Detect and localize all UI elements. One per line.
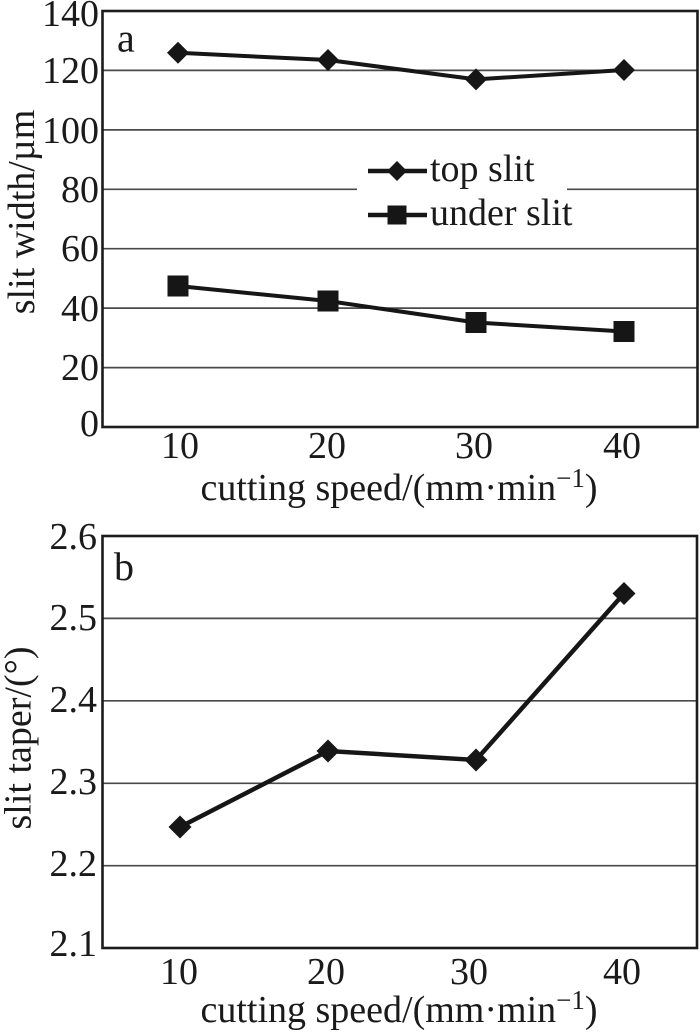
svg-text:top slit: top slit bbox=[430, 148, 535, 190]
svg-text:slit taper/(°): slit taper/(°) bbox=[0, 647, 40, 830]
svg-text:0: 0 bbox=[80, 403, 99, 445]
svg-text:2.1: 2.1 bbox=[50, 923, 98, 965]
svg-text:20: 20 bbox=[308, 425, 346, 467]
svg-text:10: 10 bbox=[161, 425, 199, 467]
svg-text:slit width/µm: slit width/µm bbox=[1, 110, 43, 315]
svg-text:2.5: 2.5 bbox=[50, 597, 98, 639]
svg-text:b: b bbox=[114, 544, 134, 589]
svg-text:40: 40 bbox=[603, 951, 641, 993]
svg-text:2.3: 2.3 bbox=[50, 761, 98, 803]
svg-text:120: 120 bbox=[42, 50, 99, 92]
svg-text:40: 40 bbox=[603, 425, 641, 467]
svg-text:20: 20 bbox=[61, 347, 99, 389]
svg-text:40: 40 bbox=[61, 288, 99, 330]
svg-text:20: 20 bbox=[307, 951, 345, 993]
svg-text:2.2: 2.2 bbox=[50, 843, 98, 885]
svg-text:140: 140 bbox=[42, 0, 99, 35]
svg-text:30: 30 bbox=[455, 425, 493, 467]
svg-text:10: 10 bbox=[160, 951, 198, 993]
svg-text:under slit: under slit bbox=[430, 192, 573, 234]
svg-text:2.6: 2.6 bbox=[50, 516, 98, 558]
svg-text:a: a bbox=[117, 16, 135, 61]
svg-text:80: 80 bbox=[61, 169, 99, 211]
svg-text:cutting speed/(mm·min−1): cutting speed/(mm·min−1) bbox=[200, 463, 597, 509]
svg-text:60: 60 bbox=[61, 228, 99, 270]
svg-text:30: 30 bbox=[450, 951, 488, 993]
svg-text:100: 100 bbox=[42, 110, 99, 152]
svg-text:2.4: 2.4 bbox=[50, 679, 98, 721]
svg-text:cutting speed/(mm·min−1): cutting speed/(mm·min−1) bbox=[200, 985, 597, 1031]
